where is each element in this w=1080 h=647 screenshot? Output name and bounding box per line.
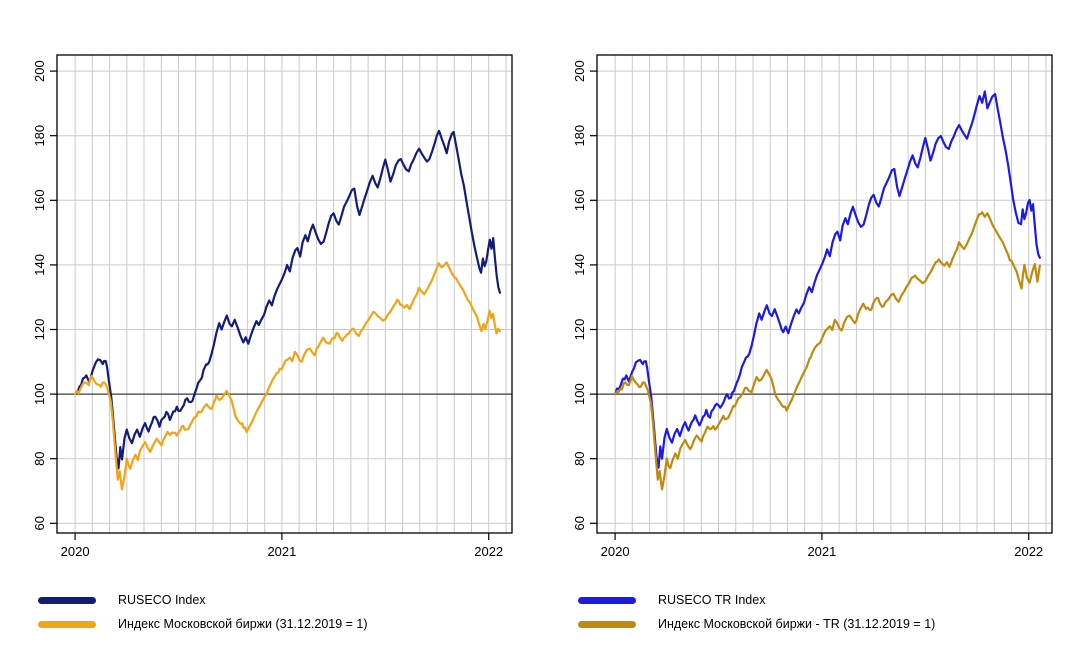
svg-text:2020: 2020: [601, 544, 630, 559]
svg-text:200: 200: [32, 60, 47, 82]
svg-text:100: 100: [32, 383, 47, 405]
svg-text:2022: 2022: [1014, 544, 1043, 559]
svg-text:2020: 2020: [61, 544, 90, 559]
svg-text:80: 80: [32, 451, 47, 465]
legend-label: Индекс Московской биржи - TR (31.12.2019…: [658, 617, 936, 631]
total-return-legend: RUSECO TR Index Индекс Московской биржи …: [578, 588, 935, 636]
svg-text:2022: 2022: [474, 544, 503, 559]
svg-text:2021: 2021: [807, 544, 836, 559]
svg-text:80: 80: [572, 451, 587, 465]
chart-panel-total-return-index: 2020 2021 2022 60 80 100 120 140 160 180 200 RUSEC…: [540, 0, 1080, 647]
price-index-legend: RUSECO Index Индекс Московской биржи (31…: [38, 588, 368, 636]
svg-text:60: 60: [572, 516, 587, 530]
legend-label: RUSECO Index: [118, 593, 206, 607]
svg-text:180: 180: [32, 125, 47, 147]
svg-text:100: 100: [572, 383, 587, 405]
svg-text:2021: 2021: [267, 544, 296, 559]
legend-item: RUSECO TR Index: [578, 588, 935, 612]
svg-text:140: 140: [32, 254, 47, 276]
legend-item: Индекс Московской биржи (31.12.2019 = 1): [38, 612, 368, 636]
legend-label: RUSECO TR Index: [658, 593, 766, 607]
svg-text:140: 140: [572, 254, 587, 276]
legend-item: Индекс Московской биржи - TR (31.12.2019…: [578, 612, 935, 636]
price-index-chart: 2020 2021 2022 60 80 100 120 140 160 180 200: [32, 54, 513, 559]
svg-text:180: 180: [572, 125, 587, 147]
legend-label: Индекс Московской биржи (31.12.2019 = 1): [118, 617, 368, 631]
total-return-chart: 2020 2021 2022 60 80 100 120 140 160 180 200: [572, 54, 1053, 559]
svg-text:160: 160: [572, 189, 587, 211]
moex-index-line-swatch: [38, 620, 96, 628]
svg-text:160: 160: [32, 189, 47, 211]
legend-item: RUSECO Index: [38, 588, 368, 612]
svg-text:120: 120: [572, 319, 587, 341]
ruseco-index-line-swatch: [38, 596, 96, 604]
svg-text:200: 200: [572, 60, 587, 82]
moex-tr-index-line-swatch: [578, 620, 636, 628]
svg-text:60: 60: [32, 516, 47, 530]
chart-panel-price-index: 2020 2021 2022 60 80 100 120 140 160 180 200 RUSEC…: [32, 54, 513, 636]
ruseco-tr-index-line-swatch: [578, 596, 636, 604]
svg-text:120: 120: [32, 319, 47, 341]
